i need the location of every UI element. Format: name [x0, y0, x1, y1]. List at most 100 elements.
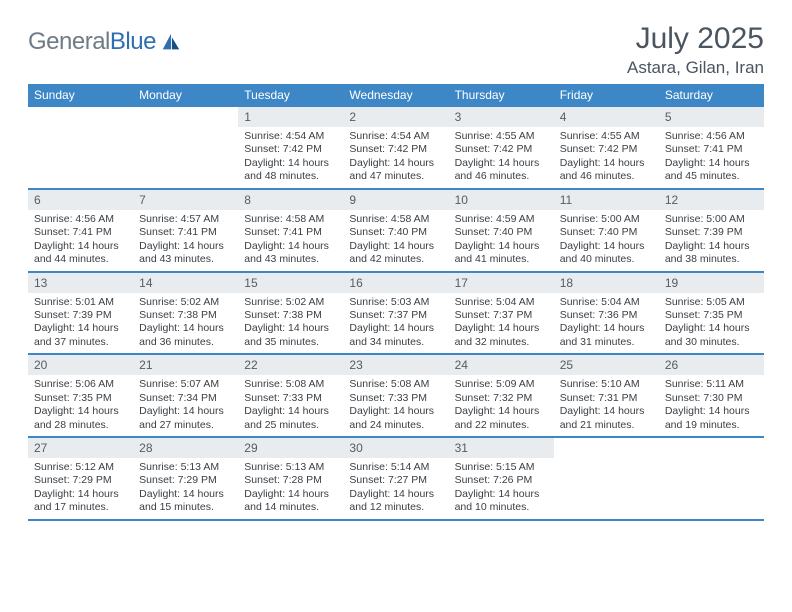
day-number: 31 [449, 438, 554, 458]
sunset-text: Sunset: 7:30 PM [665, 392, 758, 405]
day-cell: 28Sunrise: 5:13 AMSunset: 7:29 PMDayligh… [133, 438, 238, 519]
day-number: 8 [238, 190, 343, 210]
day-details: Sunrise: 5:04 AMSunset: 7:37 PMDaylight:… [449, 293, 554, 354]
daylight-text: Daylight: 14 hours and 31 minutes. [560, 322, 653, 349]
daylight-text: Daylight: 14 hours and 46 minutes. [455, 157, 548, 184]
sunrise-text: Sunrise: 5:08 AM [349, 378, 442, 391]
day-number: 18 [554, 273, 659, 293]
week-row: 27Sunrise: 5:12 AMSunset: 7:29 PMDayligh… [28, 438, 764, 521]
dow-sunday: Sunday [28, 84, 133, 107]
sunset-text: Sunset: 7:39 PM [34, 309, 127, 322]
day-cell: 23Sunrise: 5:08 AMSunset: 7:33 PMDayligh… [343, 355, 448, 436]
day-cell: 30Sunrise: 5:14 AMSunset: 7:27 PMDayligh… [343, 438, 448, 519]
day-cell: 16Sunrise: 5:03 AMSunset: 7:37 PMDayligh… [343, 273, 448, 354]
sunset-text: Sunset: 7:33 PM [244, 392, 337, 405]
day-cell [133, 107, 238, 188]
sunset-text: Sunset: 7:42 PM [244, 143, 337, 156]
sunrise-text: Sunrise: 5:13 AM [244, 461, 337, 474]
daylight-text: Daylight: 14 hours and 17 minutes. [34, 488, 127, 515]
day-number: 26 [659, 355, 764, 375]
day-cell: 5Sunrise: 4:56 AMSunset: 7:41 PMDaylight… [659, 107, 764, 188]
day-details: Sunrise: 4:54 AMSunset: 7:42 PMDaylight:… [238, 127, 343, 188]
month-title: July 2025 [627, 22, 764, 56]
day-cell: 31Sunrise: 5:15 AMSunset: 7:26 PMDayligh… [449, 438, 554, 519]
sunrise-text: Sunrise: 4:55 AM [560, 130, 653, 143]
sunrise-text: Sunrise: 5:02 AM [244, 296, 337, 309]
daylight-text: Daylight: 14 hours and 32 minutes. [455, 322, 548, 349]
day-details: Sunrise: 5:09 AMSunset: 7:32 PMDaylight:… [449, 375, 554, 436]
day-cell: 6Sunrise: 4:56 AMSunset: 7:41 PMDaylight… [28, 190, 133, 271]
day-details: Sunrise: 4:56 AMSunset: 7:41 PMDaylight:… [28, 210, 133, 271]
dow-friday: Friday [554, 84, 659, 107]
sunset-text: Sunset: 7:40 PM [560, 226, 653, 239]
brand-part1: General [28, 28, 110, 55]
sunset-text: Sunset: 7:41 PM [665, 143, 758, 156]
day-cell: 10Sunrise: 4:59 AMSunset: 7:40 PMDayligh… [449, 190, 554, 271]
sunrise-text: Sunrise: 5:04 AM [560, 296, 653, 309]
sunrise-text: Sunrise: 5:15 AM [455, 461, 548, 474]
sunrise-text: Sunrise: 5:03 AM [349, 296, 442, 309]
daylight-text: Daylight: 14 hours and 47 minutes. [349, 157, 442, 184]
day-number: 23 [343, 355, 448, 375]
day-details: Sunrise: 5:13 AMSunset: 7:28 PMDaylight:… [238, 458, 343, 519]
brand-logo: GeneralBlue [28, 28, 182, 56]
day-cell: 13Sunrise: 5:01 AMSunset: 7:39 PMDayligh… [28, 273, 133, 354]
sunset-text: Sunset: 7:42 PM [455, 143, 548, 156]
week-row: 6Sunrise: 4:56 AMSunset: 7:41 PMDaylight… [28, 190, 764, 273]
day-number: 16 [343, 273, 448, 293]
sunset-text: Sunset: 7:41 PM [244, 226, 337, 239]
day-cell: 22Sunrise: 5:08 AMSunset: 7:33 PMDayligh… [238, 355, 343, 436]
sunrise-text: Sunrise: 4:56 AM [34, 213, 127, 226]
sunrise-text: Sunrise: 5:12 AM [34, 461, 127, 474]
day-cell [28, 107, 133, 188]
sunset-text: Sunset: 7:40 PM [349, 226, 442, 239]
dow-saturday: Saturday [659, 84, 764, 107]
daylight-text: Daylight: 14 hours and 30 minutes. [665, 322, 758, 349]
sunrise-text: Sunrise: 4:55 AM [455, 130, 548, 143]
day-details: Sunrise: 4:54 AMSunset: 7:42 PMDaylight:… [343, 127, 448, 188]
calendar-page: GeneralBlue July 2025 Astara, Gilan, Ira… [0, 0, 792, 541]
day-number: 13 [28, 273, 133, 293]
day-cell: 24Sunrise: 5:09 AMSunset: 7:32 PMDayligh… [449, 355, 554, 436]
day-number: 7 [133, 190, 238, 210]
day-details: Sunrise: 4:56 AMSunset: 7:41 PMDaylight:… [659, 127, 764, 188]
day-cell: 26Sunrise: 5:11 AMSunset: 7:30 PMDayligh… [659, 355, 764, 436]
day-details: Sunrise: 4:58 AMSunset: 7:41 PMDaylight:… [238, 210, 343, 271]
sunrise-text: Sunrise: 5:02 AM [139, 296, 232, 309]
week-row: 20Sunrise: 5:06 AMSunset: 7:35 PMDayligh… [28, 355, 764, 438]
title-block: July 2025 Astara, Gilan, Iran [627, 22, 764, 78]
day-number: 12 [659, 190, 764, 210]
day-of-week-header: Sunday Monday Tuesday Wednesday Thursday… [28, 84, 764, 107]
daylight-text: Daylight: 14 hours and 45 minutes. [665, 157, 758, 184]
sunrise-text: Sunrise: 4:54 AM [244, 130, 337, 143]
sunset-text: Sunset: 7:32 PM [455, 392, 548, 405]
day-details: Sunrise: 5:11 AMSunset: 7:30 PMDaylight:… [659, 375, 764, 436]
day-details: Sunrise: 5:12 AMSunset: 7:29 PMDaylight:… [28, 458, 133, 519]
weeks-container: 1Sunrise: 4:54 AMSunset: 7:42 PMDaylight… [28, 107, 764, 521]
sunrise-text: Sunrise: 5:13 AM [139, 461, 232, 474]
day-details: Sunrise: 5:00 AMSunset: 7:40 PMDaylight:… [554, 210, 659, 271]
day-cell: 18Sunrise: 5:04 AMSunset: 7:36 PMDayligh… [554, 273, 659, 354]
day-number: 9 [343, 190, 448, 210]
day-cell: 25Sunrise: 5:10 AMSunset: 7:31 PMDayligh… [554, 355, 659, 436]
day-details: Sunrise: 5:07 AMSunset: 7:34 PMDaylight:… [133, 375, 238, 436]
sunrise-text: Sunrise: 5:10 AM [560, 378, 653, 391]
day-number: 25 [554, 355, 659, 375]
day-cell: 20Sunrise: 5:06 AMSunset: 7:35 PMDayligh… [28, 355, 133, 436]
dow-thursday: Thursday [449, 84, 554, 107]
day-number: 10 [449, 190, 554, 210]
day-number: 24 [449, 355, 554, 375]
sunset-text: Sunset: 7:31 PM [560, 392, 653, 405]
day-details: Sunrise: 5:08 AMSunset: 7:33 PMDaylight:… [238, 375, 343, 436]
day-details: Sunrise: 4:58 AMSunset: 7:40 PMDaylight:… [343, 210, 448, 271]
week-row: 1Sunrise: 4:54 AMSunset: 7:42 PMDaylight… [28, 107, 764, 190]
sunset-text: Sunset: 7:42 PM [560, 143, 653, 156]
sunset-text: Sunset: 7:40 PM [455, 226, 548, 239]
day-cell: 2Sunrise: 4:54 AMSunset: 7:42 PMDaylight… [343, 107, 448, 188]
sunrise-text: Sunrise: 4:54 AM [349, 130, 442, 143]
calendar-grid: Sunday Monday Tuesday Wednesday Thursday… [28, 84, 764, 521]
sunset-text: Sunset: 7:34 PM [139, 392, 232, 405]
day-cell [659, 438, 764, 519]
day-details: Sunrise: 5:00 AMSunset: 7:39 PMDaylight:… [659, 210, 764, 271]
brand-text: GeneralBlue [28, 28, 156, 56]
